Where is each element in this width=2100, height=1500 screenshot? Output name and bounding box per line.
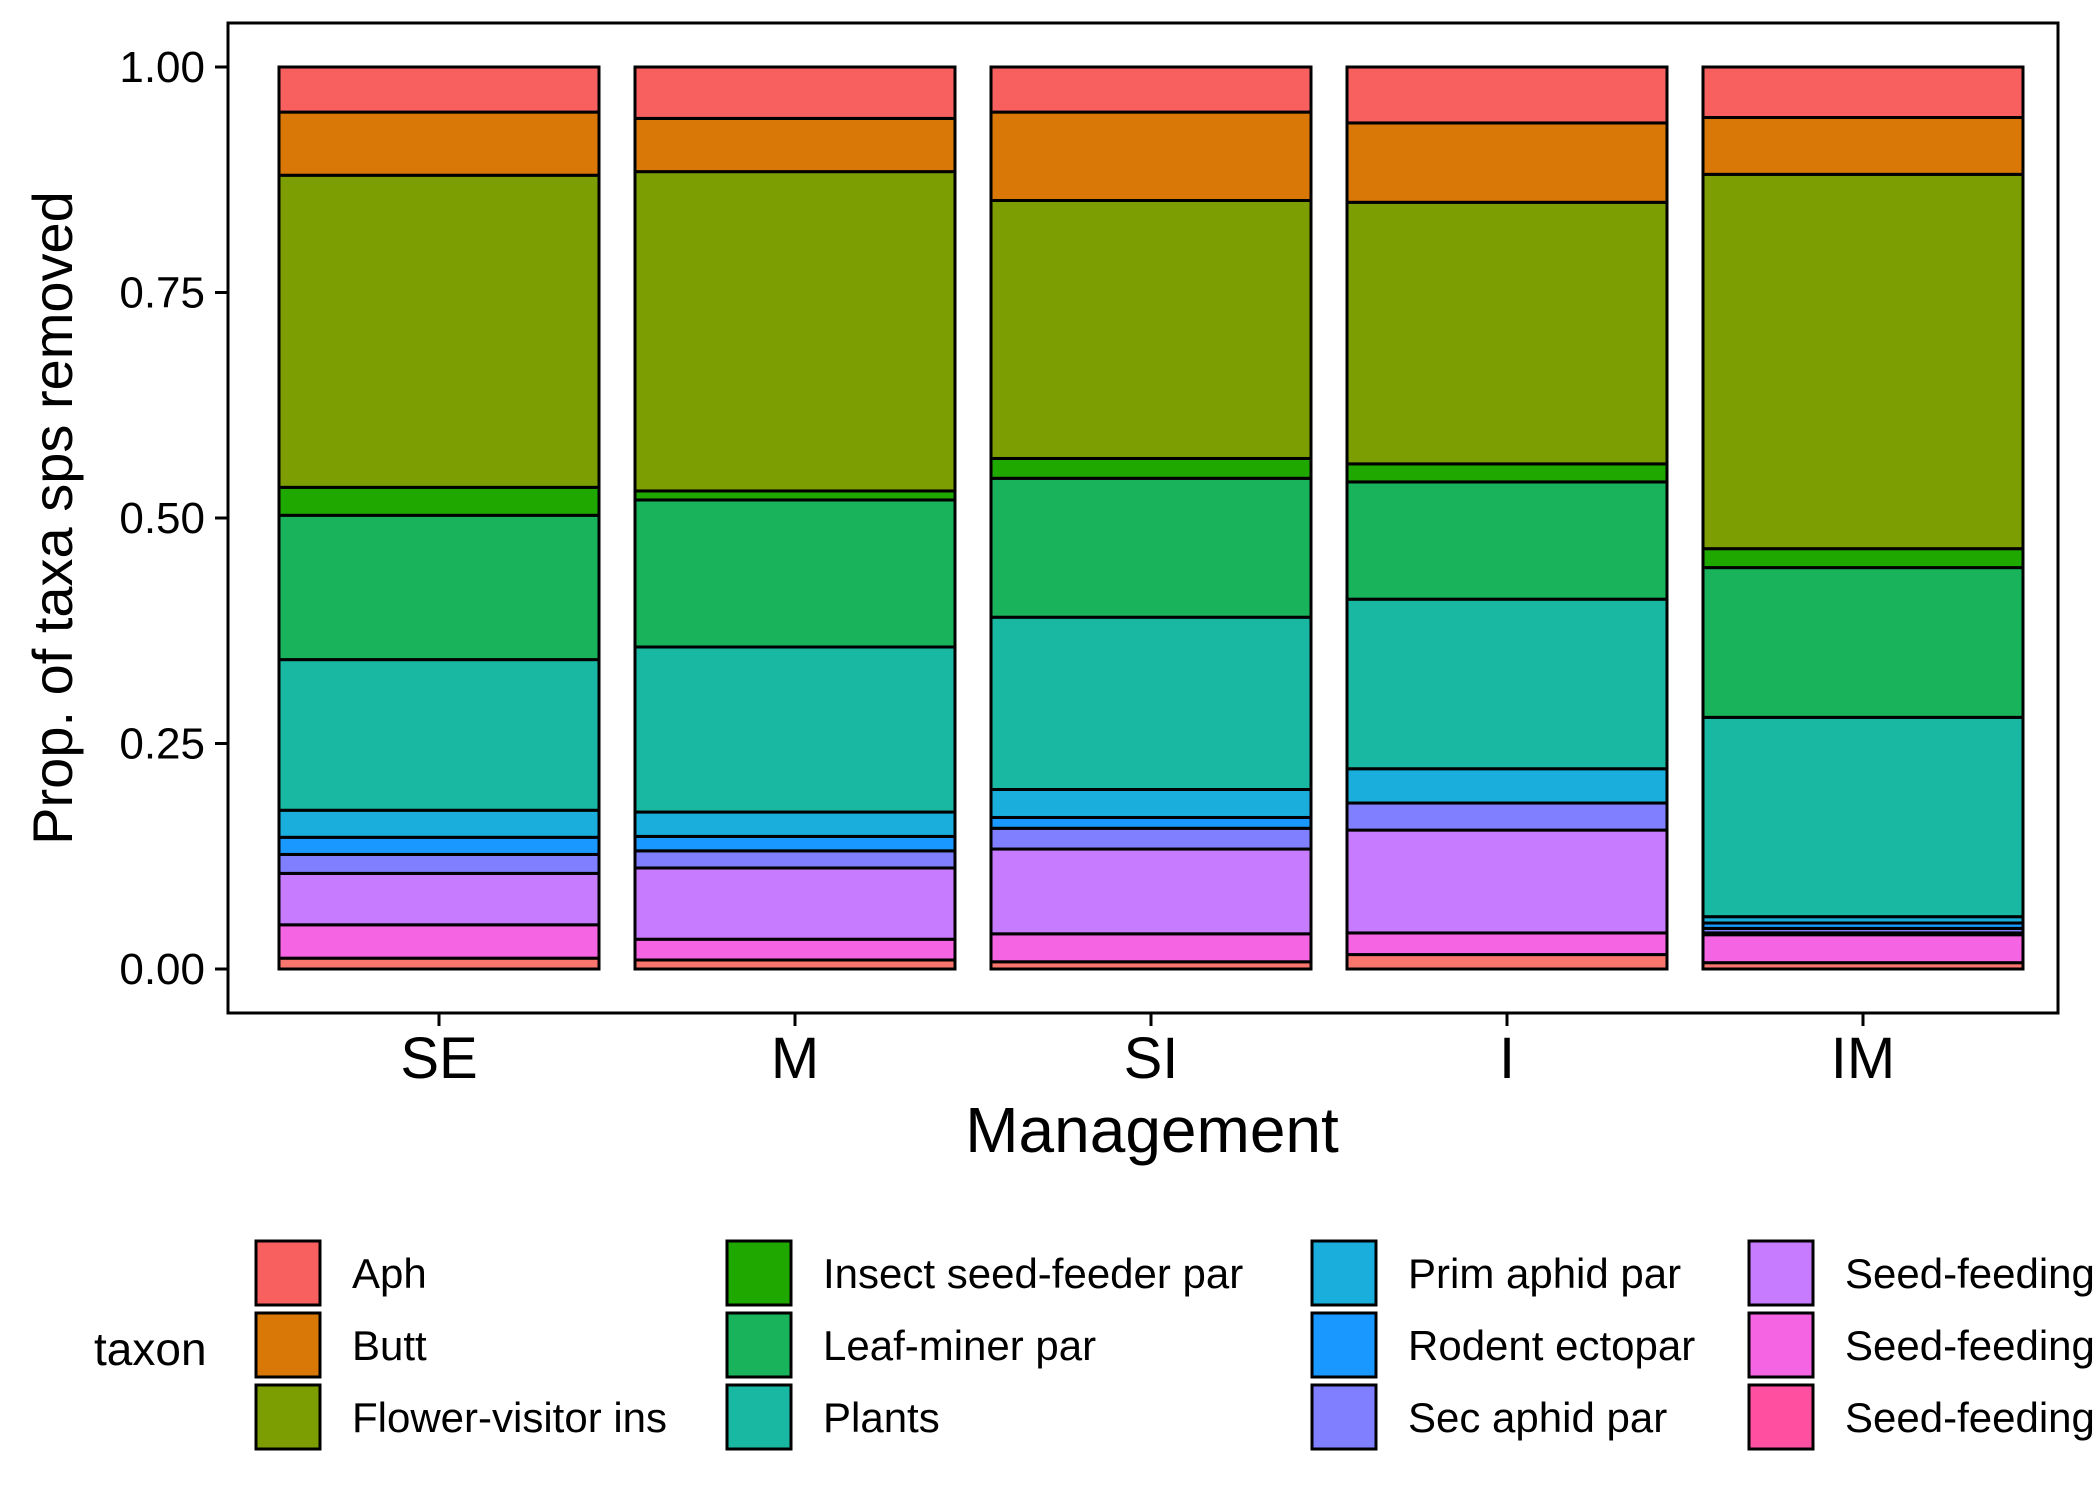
legend-label: Plants (823, 1394, 940, 1441)
legend-title: taxon (94, 1323, 207, 1375)
bar-segment-m-4 (633, 834, 957, 853)
y-tick-label: 1.00 (119, 43, 205, 92)
legend-key (254, 1239, 322, 1307)
y-tick-label: 0.75 (119, 269, 205, 318)
bar-segment-si-3 (989, 826, 1313, 851)
bar-segment-se-8 (277, 485, 601, 517)
legend-label: Prim aphid par (1408, 1250, 1681, 1297)
bar-segment-i-5 (1345, 767, 1669, 805)
x-tick-label: M (771, 1026, 819, 1091)
bar-segment-si-10 (989, 110, 1313, 202)
bar-segment-im-11 (1701, 65, 2025, 120)
x-tick-label: IM (1831, 1026, 1895, 1091)
bar-segment-si-9 (989, 198, 1313, 460)
legend-key (1747, 1311, 1815, 1379)
bar-segment-se-5 (277, 808, 601, 839)
x-axis: SE M SI I IM (400, 1013, 1895, 1091)
bars-layer (277, 65, 2025, 971)
bar-segment-si-2 (989, 847, 1313, 936)
bar-segment-m-9 (633, 170, 957, 493)
bar-segment-se-3 (277, 852, 601, 875)
bar-segment-m-5 (633, 810, 957, 838)
bar-segment-m-6 (633, 645, 957, 814)
x-tick-label: SI (1124, 1026, 1179, 1091)
legend-label: Seed-feeding (1845, 1394, 2095, 1441)
legend-label: Seed-feeding (1845, 1250, 2095, 1297)
bar-segment-im-10 (1701, 116, 2025, 176)
bar-segment-i-1 (1345, 931, 1669, 957)
bar-segment-se-2 (277, 871, 601, 927)
legend: taxon Aph Butt Flower-visitor ins Insect se… (94, 1239, 2095, 1451)
y-tick-label: 0.00 (119, 945, 205, 994)
legend-key (725, 1383, 793, 1451)
legend-key (725, 1311, 793, 1379)
bar-segment-se-4 (277, 835, 601, 856)
bar-segment-i-6 (1345, 597, 1669, 771)
legend-label: Flower-visitor ins (352, 1394, 667, 1441)
bar-segment-si-4 (989, 815, 1313, 830)
bar-segment-se-0 (277, 956, 601, 971)
bar-segment-m-2 (633, 866, 957, 941)
bar-segment-si-11 (989, 65, 1313, 114)
x-axis-title: Management (965, 1094, 1339, 1166)
bar-segment-si-7 (989, 476, 1313, 619)
bar-segment-se-11 (277, 65, 601, 114)
bar-segment-si-5 (989, 788, 1313, 819)
bar-segment-m-11 (633, 65, 957, 120)
legend-key (254, 1311, 322, 1379)
legend-key (1747, 1383, 1815, 1451)
bar-segment-si-6 (989, 615, 1313, 792)
bar-segment-im-9 (1701, 172, 2025, 551)
legend-label: Sec aphid par (1408, 1394, 1667, 1441)
bar-segment-i-8 (1345, 462, 1669, 484)
bar-segment-i-7 (1345, 480, 1669, 601)
legend-items: Aph Butt Flower-visitor ins Insect seed-fee… (254, 1239, 2095, 1451)
bar-segment-si-8 (989, 456, 1313, 480)
bar-segment-i-9 (1345, 200, 1669, 466)
y-axis: 0.00 0.25 0.50 0.75 1.00 (119, 43, 228, 994)
bar-segment-i-2 (1345, 828, 1669, 935)
y-tick-label: 0.25 (119, 720, 205, 769)
bar-segment-se-6 (277, 658, 601, 812)
bar-segment-m-1 (633, 937, 957, 962)
bar-segment-i-0 (1345, 953, 1669, 971)
bar-segment-se-1 (277, 923, 601, 960)
bar-segment-im-8 (1701, 547, 2025, 570)
bar-segment-im-1 (1701, 933, 2025, 965)
y-axis-title: Prop. of taxa sps removed (21, 191, 84, 845)
bar-segment-se-7 (277, 513, 601, 662)
y-tick-label: 0.50 (119, 494, 205, 543)
x-tick-label: I (1499, 1026, 1515, 1091)
bar-segment-im-7 (1701, 566, 2025, 719)
bar-segment-se-9 (277, 173, 601, 489)
legend-label: Butt (352, 1322, 427, 1369)
legend-label: Insect seed-feeder par (823, 1250, 1243, 1297)
x-tick-label: SE (400, 1026, 477, 1091)
legend-key (1747, 1239, 1815, 1307)
bar-segment-m-10 (633, 116, 957, 174)
legend-key (254, 1383, 322, 1451)
legend-key (1310, 1383, 1378, 1451)
bar-segment-m-7 (633, 498, 957, 649)
legend-key (1310, 1239, 1378, 1307)
legend-label: Rodent ectopar (1408, 1322, 1695, 1369)
bar-segment-i-10 (1345, 121, 1669, 204)
bar-segment-m-3 (633, 849, 957, 870)
bar-segment-i-11 (1345, 65, 1669, 125)
bar-segment-si-1 (989, 932, 1313, 964)
legend-label: Aph (352, 1250, 427, 1297)
legend-label: Seed-feeding (1845, 1322, 2095, 1369)
legend-key (1310, 1311, 1378, 1379)
legend-label: Leaf-miner par (823, 1322, 1096, 1369)
legend-key (725, 1239, 793, 1307)
bar-segment-im-6 (1701, 715, 2025, 919)
bar-segment-se-10 (277, 110, 601, 177)
bar-segment-i-3 (1345, 801, 1669, 832)
